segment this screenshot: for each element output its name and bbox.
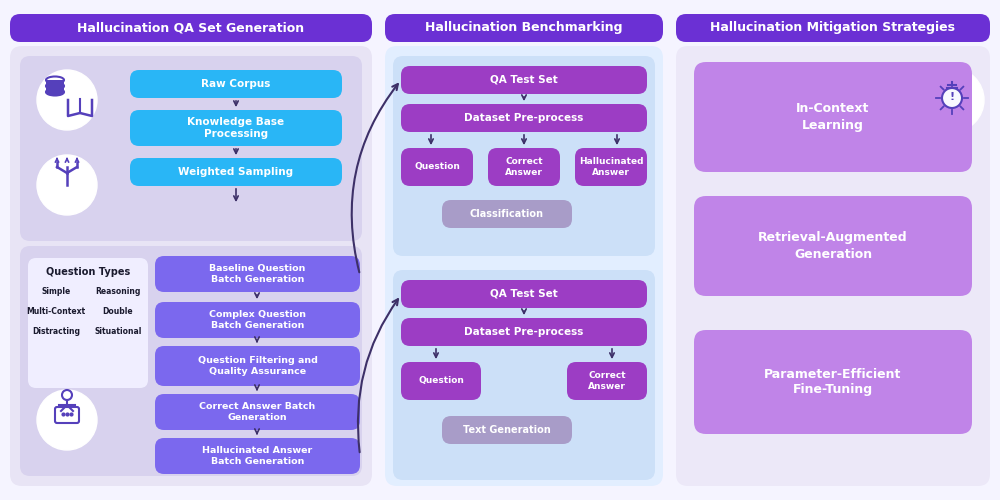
Text: Correct
Answer: Correct Answer — [505, 157, 543, 177]
FancyBboxPatch shape — [694, 196, 972, 296]
FancyBboxPatch shape — [28, 258, 148, 388]
Text: In-Context
Learning: In-Context Learning — [796, 102, 870, 132]
Text: QA Test Set: QA Test Set — [490, 75, 558, 85]
Text: QA Test Set: QA Test Set — [490, 289, 558, 299]
Text: Hallucinated
Answer: Hallucinated Answer — [579, 157, 643, 177]
Text: Hallucination Benchmarking: Hallucination Benchmarking — [425, 22, 623, 35]
Text: Simple: Simple — [41, 288, 71, 296]
FancyBboxPatch shape — [676, 14, 990, 42]
Text: !: ! — [949, 92, 955, 102]
Bar — [46, 80, 64, 93]
FancyBboxPatch shape — [155, 256, 360, 292]
Text: Hallucinated Answer
Batch Generation: Hallucinated Answer Batch Generation — [202, 446, 313, 466]
FancyBboxPatch shape — [567, 362, 647, 400]
Circle shape — [942, 88, 962, 108]
Circle shape — [920, 68, 984, 132]
Text: Hallucination QA Set Generation: Hallucination QA Set Generation — [77, 22, 305, 35]
Text: Correct
Answer: Correct Answer — [588, 371, 626, 391]
FancyBboxPatch shape — [676, 46, 990, 486]
FancyBboxPatch shape — [393, 270, 655, 480]
FancyBboxPatch shape — [401, 362, 481, 400]
FancyBboxPatch shape — [401, 318, 647, 346]
FancyBboxPatch shape — [155, 438, 360, 474]
FancyBboxPatch shape — [20, 246, 362, 476]
FancyBboxPatch shape — [401, 104, 647, 132]
FancyBboxPatch shape — [442, 200, 572, 228]
FancyBboxPatch shape — [694, 330, 972, 434]
Circle shape — [37, 70, 97, 130]
Text: Correct Answer Batch
Generation: Correct Answer Batch Generation — [199, 402, 316, 422]
FancyBboxPatch shape — [155, 394, 360, 430]
FancyBboxPatch shape — [393, 56, 655, 256]
FancyBboxPatch shape — [488, 148, 560, 186]
Text: Baseline Question
Batch Generation: Baseline Question Batch Generation — [209, 264, 306, 284]
FancyBboxPatch shape — [401, 66, 647, 94]
Text: Multi-Context: Multi-Context — [26, 308, 86, 316]
Text: Dataset Pre-process: Dataset Pre-process — [464, 327, 584, 337]
FancyBboxPatch shape — [155, 302, 360, 338]
FancyBboxPatch shape — [401, 280, 647, 308]
FancyBboxPatch shape — [385, 46, 663, 486]
Text: Complex Question
Batch Generation: Complex Question Batch Generation — [209, 310, 306, 330]
FancyBboxPatch shape — [442, 416, 572, 444]
Text: Question Filtering and
Quality Assurance: Question Filtering and Quality Assurance — [198, 356, 317, 376]
Text: Reasoning: Reasoning — [95, 288, 141, 296]
Text: Weighted Sampling: Weighted Sampling — [178, 167, 294, 177]
FancyBboxPatch shape — [575, 148, 647, 186]
FancyBboxPatch shape — [10, 14, 372, 42]
FancyBboxPatch shape — [130, 70, 342, 98]
FancyBboxPatch shape — [401, 148, 473, 186]
FancyBboxPatch shape — [130, 158, 342, 186]
Circle shape — [37, 155, 97, 215]
Text: Classification: Classification — [470, 209, 544, 219]
FancyBboxPatch shape — [130, 110, 342, 146]
Text: Question Types: Question Types — [46, 267, 130, 277]
Text: Question: Question — [414, 162, 460, 172]
FancyBboxPatch shape — [10, 46, 372, 486]
Ellipse shape — [46, 88, 64, 96]
Text: Knowledge Base
Processing: Knowledge Base Processing — [187, 117, 285, 139]
Text: Parameter-Efficient
Fine-Tuning: Parameter-Efficient Fine-Tuning — [764, 368, 902, 396]
FancyBboxPatch shape — [155, 346, 360, 386]
Text: Raw Corpus: Raw Corpus — [201, 79, 271, 89]
Text: Question: Question — [418, 376, 464, 386]
Text: Retrieval-Augmented
Generation: Retrieval-Augmented Generation — [758, 232, 908, 260]
Text: Situational: Situational — [94, 328, 142, 336]
Text: Hallucination Mitigation Strategies: Hallucination Mitigation Strategies — [710, 22, 956, 35]
FancyBboxPatch shape — [694, 62, 972, 172]
Circle shape — [37, 390, 97, 450]
Text: Dataset Pre-process: Dataset Pre-process — [464, 113, 584, 123]
Text: Double: Double — [103, 308, 133, 316]
Text: Distracting: Distracting — [32, 328, 80, 336]
Text: Text Generation: Text Generation — [463, 425, 551, 435]
FancyBboxPatch shape — [385, 14, 663, 42]
FancyBboxPatch shape — [20, 56, 362, 241]
